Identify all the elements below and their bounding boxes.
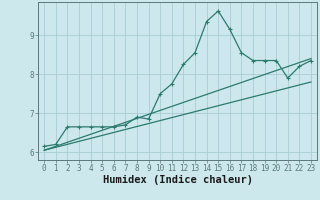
X-axis label: Humidex (Indice chaleur): Humidex (Indice chaleur) [103, 175, 252, 185]
